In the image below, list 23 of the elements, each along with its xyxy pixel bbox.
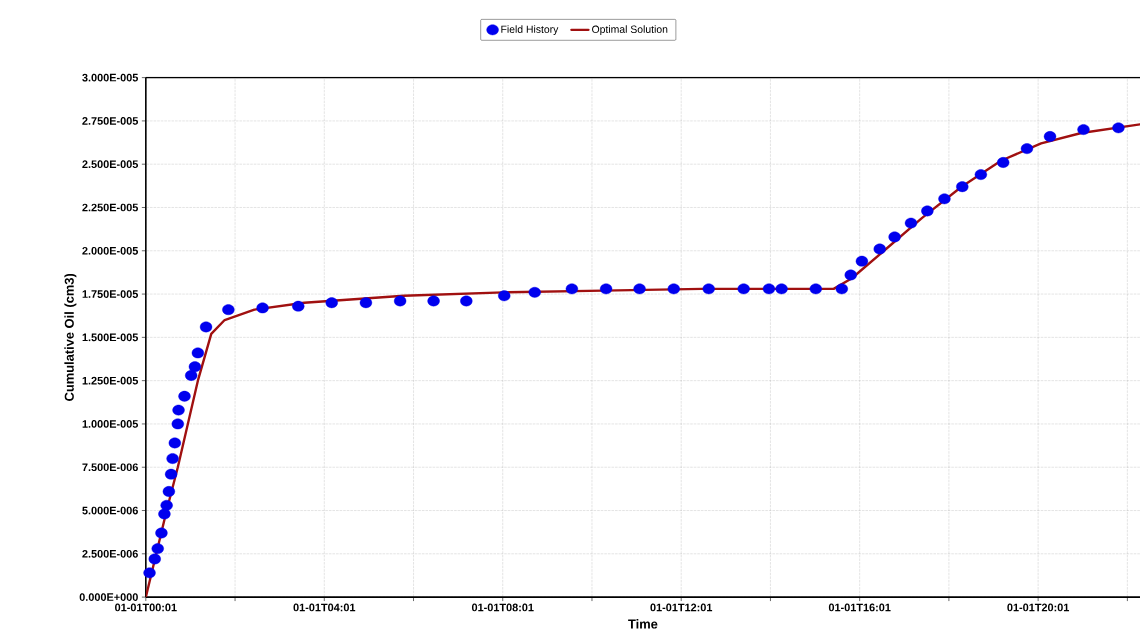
y-tick-label: 2.750E-005 (82, 117, 139, 125)
x-tick-label: 01-01T00:01 (115, 603, 177, 612)
x-tick-label: 01-01T08:01 (471, 603, 534, 612)
y-tick-label: 0.000E+000 (79, 593, 138, 602)
y-tick-label: 2.500E-005 (82, 160, 139, 169)
x-axis-title: Time (628, 619, 658, 629)
x-tick-label: 01-01T16:01 (828, 603, 891, 612)
y-tick-label: 1.750E-005 (82, 290, 139, 298)
x-tick-label: 01-01T04:01 (293, 603, 356, 612)
y-axis-title: Cumulative Oil (cm3) (64, 273, 77, 401)
y-tick-label: 2.000E-005 (82, 246, 139, 255)
y-tick-label: 3.000E-005 (82, 73, 139, 82)
legend-label: Optimal Solution (592, 25, 668, 36)
x-tick-label: 01-01T20:01 (1007, 603, 1070, 612)
x-tick-label: 01-01T12:01 (650, 603, 713, 612)
legend-label: Field History (501, 25, 559, 36)
y-tick-label: 1.500E-005 (82, 333, 139, 342)
y-tick-label: 2.250E-005 (82, 203, 139, 212)
y-tick-label: 1.000E-005 (82, 420, 139, 428)
y-tick-label: 5.000E-006 (82, 506, 138, 515)
y-tick-label: 2.500E-006 (82, 550, 138, 558)
y-tick-label: 7.500E-006 (82, 463, 138, 472)
y-tick-label: 1.250E-005 (82, 376, 139, 385)
